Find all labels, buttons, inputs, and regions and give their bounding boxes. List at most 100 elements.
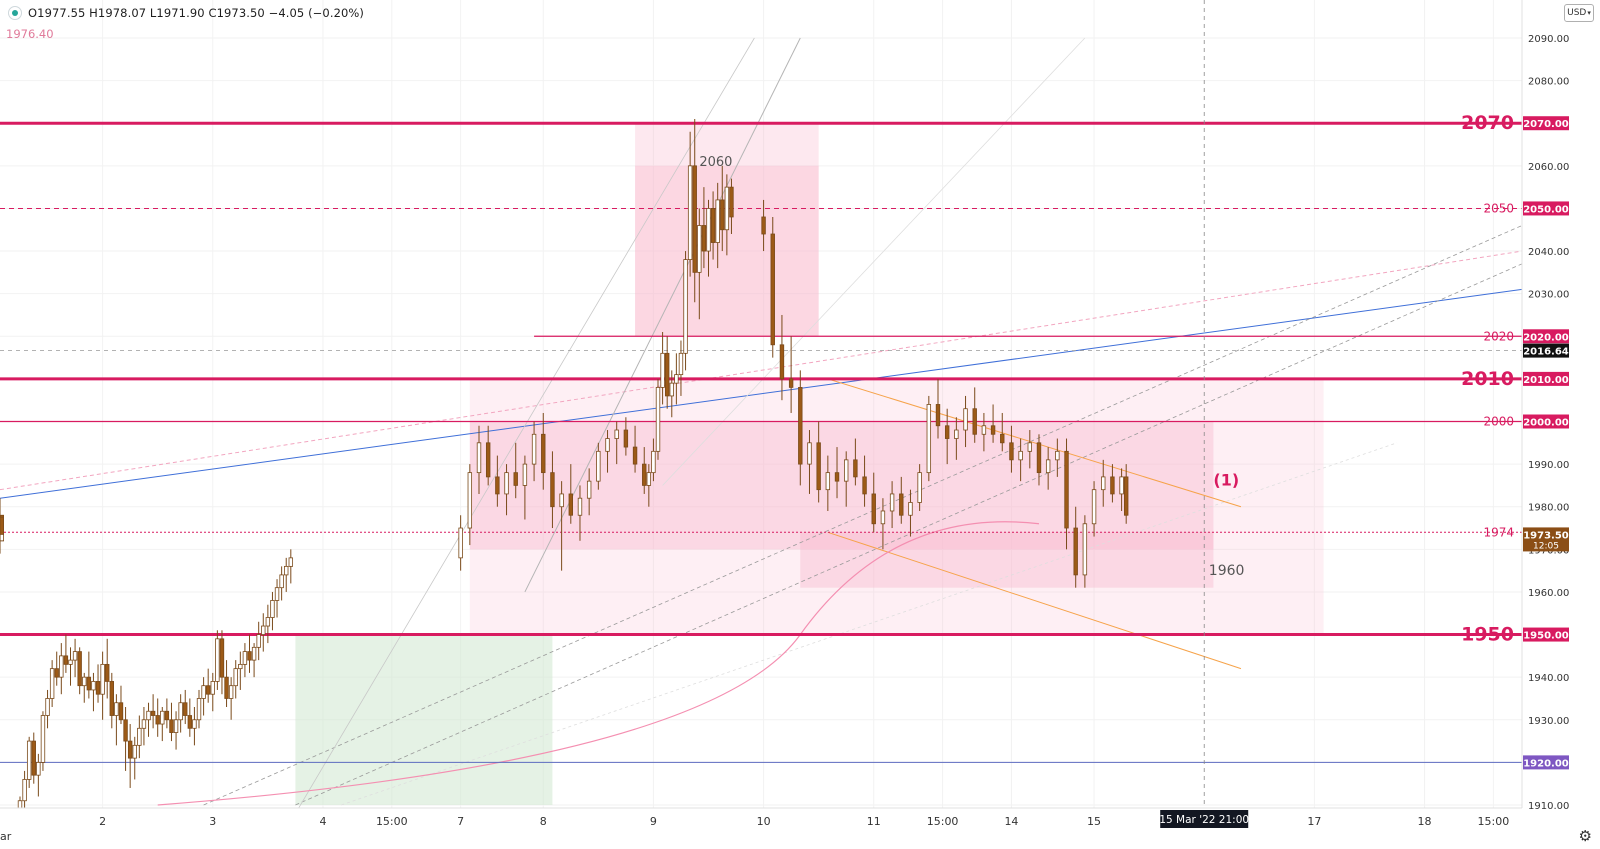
candle[interactable]	[77, 651, 82, 687]
candle[interactable]	[205, 685, 211, 695]
candle[interactable]	[228, 685, 234, 699]
candle[interactable]	[664, 352, 670, 397]
candle[interactable]	[944, 425, 950, 439]
market-status-icon[interactable]	[8, 6, 22, 20]
candle[interactable]	[169, 719, 174, 733]
candle[interactable]	[1101, 476, 1106, 491]
candle[interactable]	[674, 374, 679, 384]
candle[interactable]	[954, 429, 959, 439]
candle[interactable]	[683, 259, 688, 354]
candle[interactable]	[981, 425, 987, 435]
candle[interactable]	[761, 216, 766, 235]
candle[interactable]	[1045, 459, 1051, 474]
candle[interactable]	[1055, 450, 1060, 461]
candle[interactable]	[242, 651, 248, 665]
candle[interactable]	[568, 493, 573, 516]
candle[interactable]	[651, 450, 656, 474]
candle[interactable]	[788, 378, 794, 388]
candle[interactable]	[132, 744, 137, 759]
candle[interactable]	[274, 587, 280, 601]
candle[interactable]	[1073, 527, 1078, 576]
currency-button[interactable]: USD ▾	[1564, 4, 1594, 22]
candle[interactable]	[495, 476, 500, 495]
candle[interactable]	[137, 727, 142, 746]
candle[interactable]	[192, 719, 197, 729]
candle[interactable]	[586, 480, 592, 499]
candle[interactable]	[596, 450, 601, 482]
candle[interactable]	[550, 472, 555, 508]
candle[interactable]	[632, 446, 638, 465]
candle[interactable]	[54, 668, 59, 678]
candle[interactable]	[908, 502, 913, 516]
candle[interactable]	[247, 651, 252, 661]
candle[interactable]	[86, 676, 92, 691]
candle[interactable]	[31, 740, 36, 776]
candle[interactable]	[219, 638, 225, 678]
candle[interactable]	[697, 225, 702, 273]
candle[interactable]	[238, 663, 243, 670]
candle[interactable]	[127, 740, 133, 759]
candle[interactable]	[458, 527, 463, 559]
candle[interactable]	[261, 625, 266, 635]
candle[interactable]	[853, 459, 858, 478]
candle[interactable]	[798, 387, 803, 465]
candle[interactable]	[256, 634, 261, 648]
candle[interactable]	[963, 408, 968, 431]
candle[interactable]	[779, 344, 785, 380]
candle[interactable]	[82, 676, 87, 687]
candle[interactable]	[1119, 476, 1124, 495]
gear-icon[interactable]: ⚙	[1578, 827, 1592, 845]
candle[interactable]	[150, 710, 156, 716]
candle[interactable]	[100, 663, 105, 695]
candle[interactable]	[40, 715, 46, 763]
candle[interactable]	[0, 516, 4, 535]
candle[interactable]	[770, 233, 775, 346]
candle[interactable]	[899, 493, 904, 516]
candle[interactable]	[210, 681, 215, 695]
time-axis[interactable]	[0, 808, 1522, 849]
candle[interactable]	[880, 510, 886, 525]
candle[interactable]	[522, 463, 528, 486]
candle[interactable]	[118, 702, 124, 721]
candle[interactable]	[160, 710, 165, 725]
candle[interactable]	[1018, 450, 1023, 461]
candle[interactable]	[729, 186, 734, 218]
candle[interactable]	[687, 165, 693, 260]
candle[interactable]	[724, 186, 730, 231]
candle[interactable]	[642, 463, 647, 486]
candle[interactable]	[701, 225, 707, 252]
candle[interactable]	[141, 719, 147, 729]
candle[interactable]	[105, 663, 110, 682]
candle[interactable]	[109, 681, 114, 716]
candle[interactable]	[467, 472, 473, 529]
candle[interactable]	[504, 472, 509, 495]
candle[interactable]	[834, 472, 840, 482]
candle[interactable]	[1009, 442, 1014, 461]
candle[interactable]	[155, 715, 160, 725]
candle[interactable]	[284, 565, 289, 576]
candle[interactable]	[862, 476, 867, 495]
candle[interactable]	[720, 199, 725, 231]
candle[interactable]	[990, 425, 996, 435]
candle[interactable]	[114, 702, 119, 716]
candle[interactable]	[1110, 476, 1115, 495]
candle[interactable]	[1091, 489, 1097, 525]
candle[interactable]	[233, 668, 238, 687]
candle[interactable]	[1027, 442, 1032, 452]
candle[interactable]	[288, 557, 294, 567]
candle[interactable]	[224, 676, 229, 699]
candle[interactable]	[926, 404, 932, 474]
candle[interactable]	[72, 651, 78, 661]
candle[interactable]	[95, 681, 101, 695]
candle[interactable]	[715, 199, 720, 243]
candle[interactable]	[22, 779, 27, 802]
candle[interactable]	[215, 638, 220, 682]
candle[interactable]	[531, 433, 537, 465]
candle[interactable]	[513, 472, 518, 486]
candle[interactable]	[1064, 450, 1069, 529]
candle[interactable]	[655, 387, 661, 452]
candle[interactable]	[201, 685, 206, 699]
candle[interactable]	[183, 702, 188, 716]
candle[interactable]	[187, 715, 193, 729]
candle[interactable]	[49, 668, 55, 699]
